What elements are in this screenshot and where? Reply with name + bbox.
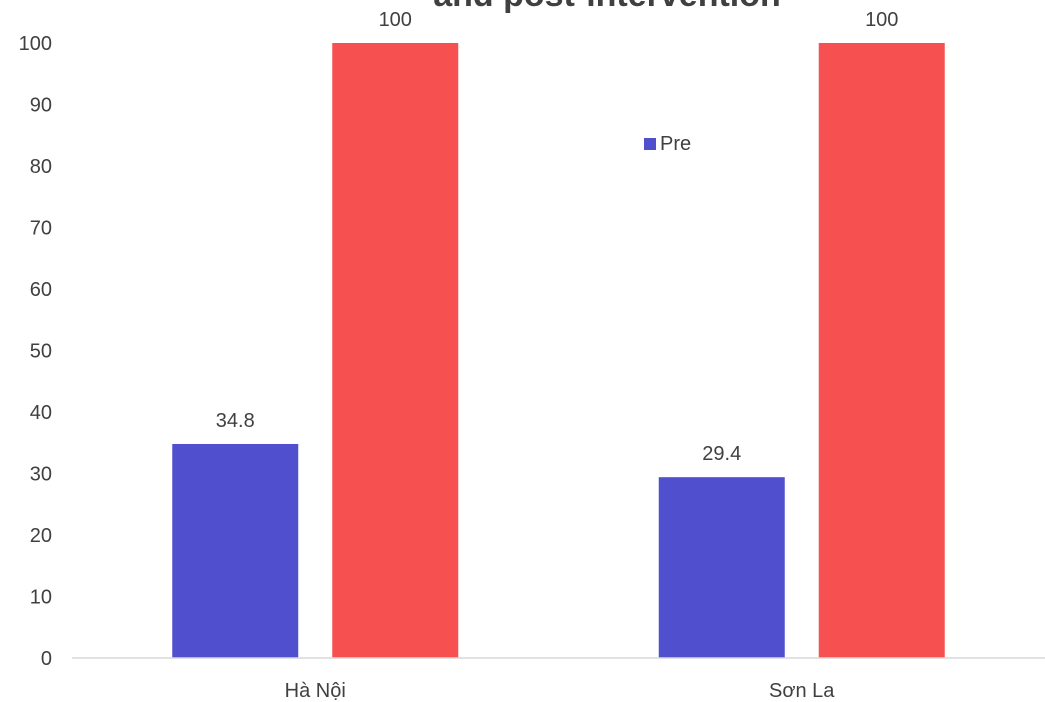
- data-label: 100: [865, 9, 898, 31]
- y-tick-label: 60: [30, 279, 52, 301]
- bar-pre-1: [172, 443, 299, 658]
- y-tick-label: 50: [30, 341, 52, 363]
- data-label: 34.8: [216, 410, 255, 432]
- chart-title: and post-intervention: [433, 0, 781, 14]
- legend-swatch: [644, 138, 656, 150]
- y-tick-label: 90: [30, 95, 52, 117]
- y-tick-label: 40: [30, 402, 52, 424]
- y-axis: 0 10 20 30 40 50 60 70 80 90 100: [19, 33, 52, 670]
- bar-series-group: [172, 43, 945, 658]
- data-labels-group: 34.8 100 29.4 100: [216, 9, 899, 465]
- x-category-label: Hà Nội: [285, 680, 346, 702]
- y-tick-label: 30: [30, 464, 52, 486]
- y-tick-label: 100: [19, 33, 52, 55]
- data-label: 29.4: [702, 443, 741, 465]
- legend: Pre: [644, 133, 691, 155]
- y-tick-label: 0: [41, 648, 52, 670]
- y-tick-label: 10: [30, 587, 52, 609]
- legend-label: Pre: [660, 133, 691, 155]
- bar-post-2: [818, 43, 945, 658]
- x-category-label: Sơn La: [769, 680, 835, 702]
- data-label: 100: [379, 9, 412, 31]
- bar-pre-2: [658, 477, 785, 658]
- bar-post-1: [332, 43, 459, 658]
- y-tick-label: 70: [30, 218, 52, 240]
- x-axis: Hà Nội Sơn La: [285, 680, 836, 702]
- y-tick-label: 80: [30, 156, 52, 178]
- y-tick-label: 20: [30, 525, 52, 547]
